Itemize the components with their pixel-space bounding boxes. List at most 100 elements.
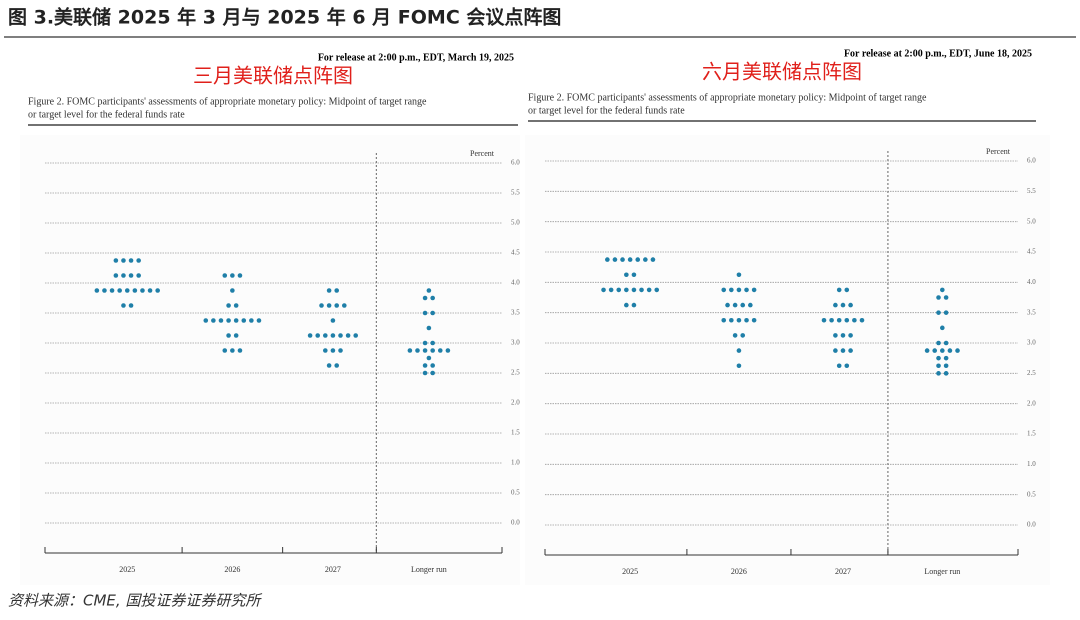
dot — [943, 295, 949, 300]
dot — [943, 355, 949, 361]
dot-row — [94, 288, 160, 293]
dot — [211, 318, 216, 323]
dot-row — [940, 325, 945, 331]
dot — [230, 348, 235, 353]
dot-row — [721, 317, 757, 323]
dot — [924, 348, 930, 353]
x-tick-label: 2025 — [119, 565, 135, 574]
dot — [740, 333, 746, 338]
dot-row — [330, 318, 336, 323]
y-tick-label: 3.0 — [1027, 339, 1036, 347]
dot-row — [113, 273, 141, 278]
dot-row — [924, 348, 960, 353]
dot — [936, 363, 941, 369]
dot — [833, 348, 838, 353]
dot-row — [605, 257, 656, 262]
dot — [751, 317, 757, 323]
dot — [338, 348, 343, 353]
y-tick-label: 0.5 — [511, 489, 520, 497]
dot — [430, 370, 435, 376]
dot-row — [319, 303, 347, 308]
dot — [650, 257, 656, 262]
y-tick-label: 4.0 — [511, 279, 520, 287]
dot — [848, 333, 853, 338]
dot-row — [836, 287, 850, 293]
dot — [124, 288, 130, 293]
dot — [315, 333, 321, 338]
dot — [230, 288, 235, 293]
release-note: For release at 2:00 p.m., EDT, March 19,… — [318, 52, 514, 63]
dot — [833, 302, 838, 308]
dot — [422, 310, 428, 316]
figure-caption: or target level for the federal funds ra… — [528, 105, 685, 116]
dot — [307, 333, 313, 338]
panel-heading: 三月美联储点阵图 — [193, 64, 353, 88]
release-note: For release at 2:00 p.m., EDT, June 18, … — [844, 48, 1032, 59]
dot — [128, 273, 134, 278]
dot — [222, 348, 228, 353]
dot — [330, 318, 336, 323]
dot — [751, 287, 757, 293]
dot-row — [230, 288, 235, 293]
dot — [326, 363, 332, 368]
dot — [345, 333, 351, 338]
dot-row — [226, 333, 239, 338]
dot-row — [422, 340, 435, 346]
dot — [844, 317, 850, 323]
dot — [732, 302, 738, 308]
dot — [844, 287, 850, 293]
dot — [627, 257, 633, 262]
source-note: 资料来源：CME, 国投证券证券研究所 — [8, 592, 262, 610]
dot — [943, 371, 949, 376]
dot-row — [407, 348, 451, 353]
dot-row — [836, 363, 850, 369]
dot — [330, 333, 336, 338]
dot-row — [936, 371, 949, 376]
dot — [725, 302, 730, 308]
dot — [353, 333, 359, 338]
dot-row — [422, 295, 435, 301]
dot — [639, 287, 644, 293]
dot — [608, 287, 614, 293]
dot — [422, 370, 428, 376]
dot — [840, 348, 846, 353]
dot — [631, 272, 637, 278]
y-tick-label: 2.5 — [1027, 369, 1036, 377]
dot — [936, 340, 941, 346]
dot — [836, 287, 842, 293]
figure-title: 图 3.美联储 2025 年 3 月与 2025 年 6 月 FOMC 会议点阵… — [8, 6, 561, 29]
dot — [132, 288, 138, 293]
dot-row — [426, 325, 432, 331]
y-tick-label: 1.5 — [1027, 430, 1036, 438]
x-tick-label: Longer run — [411, 565, 447, 574]
dot — [94, 288, 100, 293]
dot — [426, 325, 432, 331]
dot-row — [426, 355, 432, 361]
dot — [136, 273, 141, 278]
dot — [422, 295, 428, 301]
dot — [729, 287, 734, 293]
dot — [445, 348, 451, 353]
dot — [936, 355, 941, 361]
dot — [736, 317, 742, 323]
y-tick-label: 1.0 — [511, 459, 520, 467]
dot — [437, 348, 443, 353]
dot — [612, 257, 618, 262]
y-tick-label: 5.0 — [511, 219, 520, 227]
dot — [226, 303, 231, 308]
dot — [342, 303, 347, 308]
dot-row — [203, 318, 262, 323]
dot-row — [833, 348, 853, 353]
figure-caption: or target level for the federal funds ra… — [28, 109, 185, 120]
dot-row — [624, 302, 637, 308]
dot — [128, 258, 134, 263]
dot-row — [323, 348, 343, 353]
dot — [338, 333, 343, 338]
dot-row — [736, 348, 742, 353]
y-tick-label: 5.5 — [1027, 187, 1036, 195]
dot — [256, 318, 262, 323]
dot — [616, 287, 622, 293]
dot-row — [736, 272, 742, 278]
dot-row — [326, 363, 340, 368]
dot-row — [732, 333, 746, 338]
